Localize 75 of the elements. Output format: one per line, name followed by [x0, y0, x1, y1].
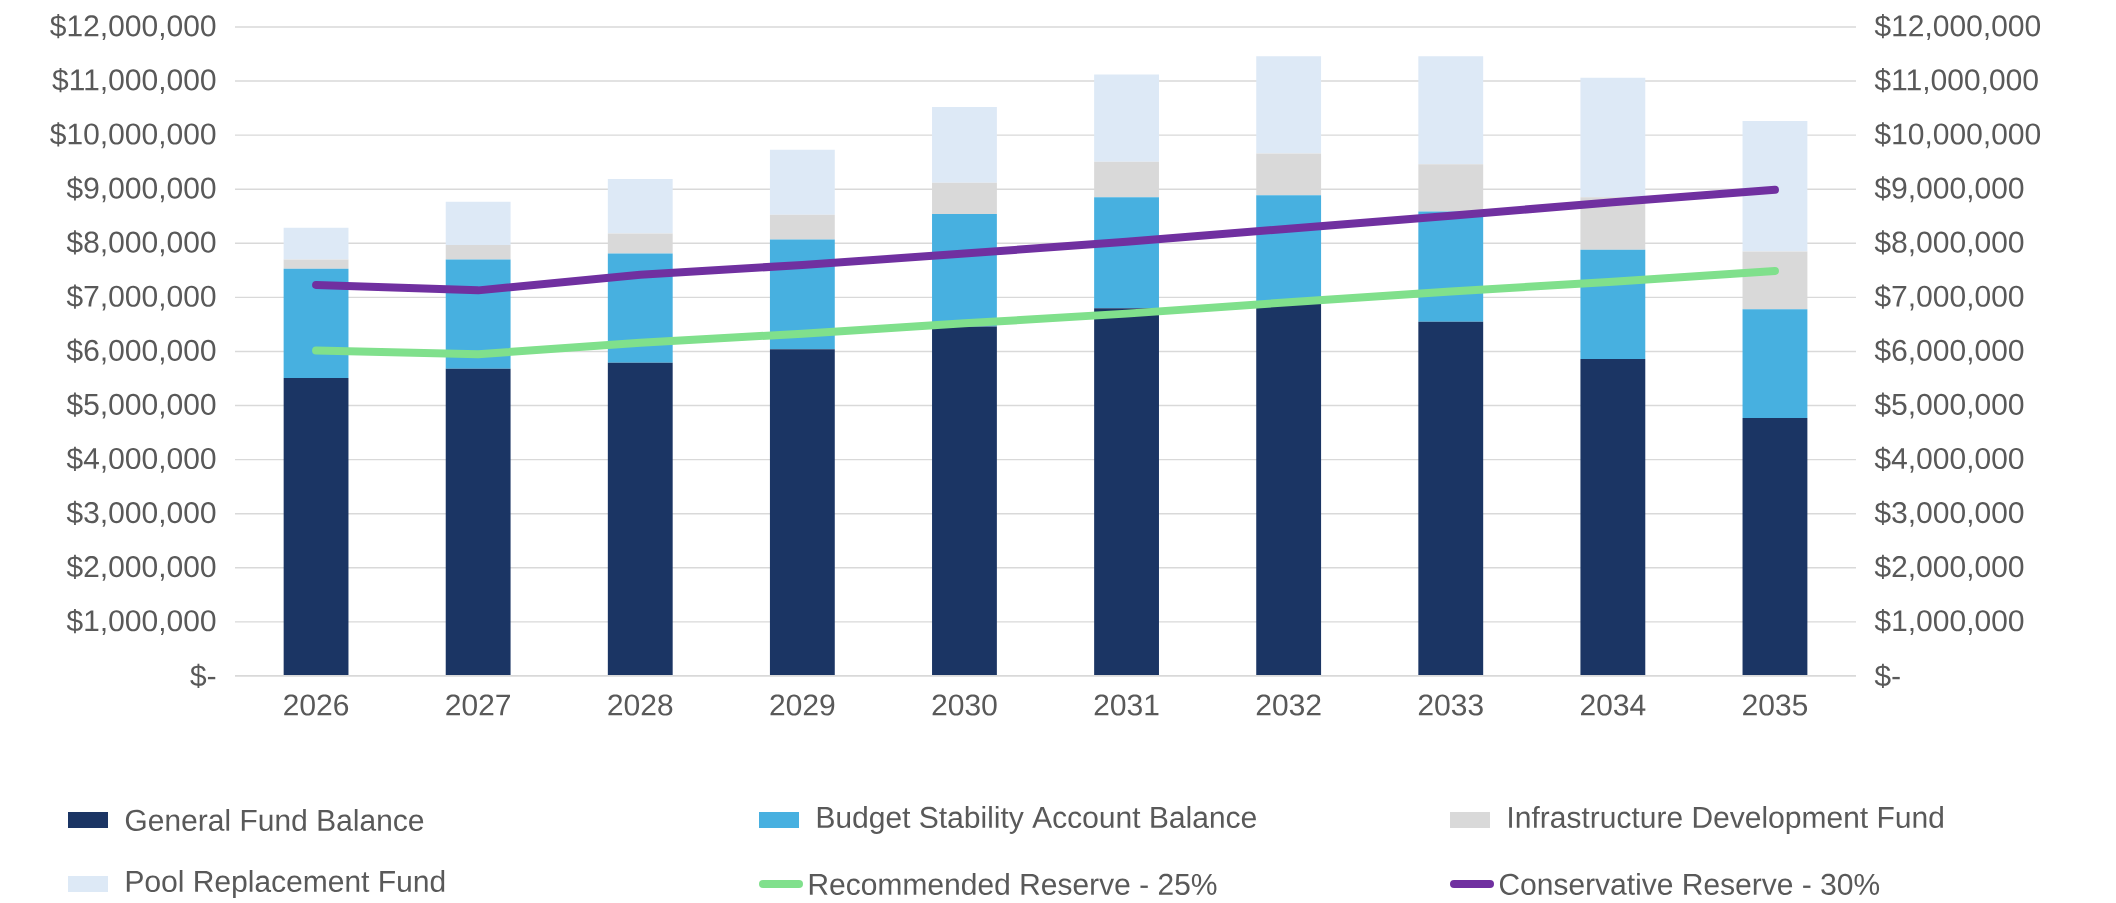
y2-tick-label: $7,000,000	[1874, 284, 2024, 311]
bar	[1256, 303, 1322, 676]
y2-tick-label: $-	[1874, 663, 1900, 689]
bar	[445, 368, 511, 676]
bar	[1580, 77, 1646, 198]
legend-label: Conservative Reserve - 30%	[1499, 872, 1880, 895]
x-tick-label: 2030	[932, 694, 997, 716]
bar	[1742, 418, 1808, 676]
bar	[769, 149, 835, 215]
y2-tick-label: $5,000,000	[1874, 392, 2024, 419]
y-tick-label: $6,000,000	[66, 338, 216, 365]
bar	[1256, 153, 1322, 196]
legend-label: Budget Stability Account Balance	[817, 806, 1256, 834]
bar	[283, 259, 349, 269]
x-tick-label: 2034	[1581, 694, 1646, 716]
y-tick-label: $5,000,000	[66, 392, 216, 419]
y2-tick-label: $3,000,000	[1874, 500, 2024, 527]
bar	[1418, 56, 1484, 165]
y-tick-label: $12,000,000	[50, 13, 216, 40]
y2-tick-label: $11,000,000	[1874, 68, 2038, 95]
y-tick-label: $10,000,000	[50, 122, 216, 149]
bar	[1580, 359, 1646, 676]
y-tick-label: $1,000,000	[66, 608, 216, 635]
y-tick-label: $-	[190, 663, 216, 689]
y2-tick-label: $1,000,000	[1874, 608, 2024, 635]
y2-tick-label: $6,000,000	[1874, 338, 2024, 365]
bar	[769, 349, 835, 676]
y-tick-label: $2,000,000	[66, 554, 216, 581]
bar	[445, 201, 511, 245]
y-tick-label: $4,000,000	[66, 446, 216, 473]
y2-tick-label: $2,000,000	[1874, 554, 2024, 581]
y2-tick-label: $12,000,000	[1874, 13, 2041, 40]
y-tick-label: $11,000,000	[52, 68, 216, 95]
bar	[445, 244, 511, 260]
y2-tick-label: $10,000,000	[1874, 122, 2041, 149]
legend-label: Pool Replacement Fund	[126, 870, 445, 898]
y-tick-label: $8,000,000	[66, 230, 216, 257]
bar	[283, 377, 349, 676]
y2-tick-label: $8,000,000	[1874, 230, 2024, 257]
bar	[1742, 121, 1808, 252]
bar	[607, 362, 673, 676]
y2-tick-label: $9,000,000	[1874, 176, 2024, 203]
y-tick-label: $3,000,000	[66, 500, 216, 527]
bar	[932, 326, 997, 676]
legend-label: General Fund Balance	[125, 808, 424, 831]
bar	[932, 182, 997, 215]
x-tick-label: 2031	[1094, 694, 1159, 716]
bar	[1418, 321, 1484, 676]
bar	[1418, 164, 1484, 212]
x-tick-label: 2032	[1256, 694, 1321, 716]
legend-label: Infrastructure Development Fund	[1509, 806, 1943, 834]
legend-label: Recommended Reserve - 25%	[809, 872, 1217, 895]
bar	[1256, 56, 1322, 154]
bar	[1094, 161, 1159, 198]
bar	[1094, 74, 1159, 162]
x-tick-label: 2033	[1418, 694, 1483, 716]
x-tick-label: 2029	[770, 694, 835, 716]
bar	[607, 178, 673, 234]
y-tick-label: $9,000,000	[66, 176, 216, 203]
x-tick-label: 2035	[1743, 694, 1808, 716]
bar	[283, 268, 349, 378]
bar	[1742, 251, 1808, 310]
bar	[283, 227, 349, 260]
y2-tick-label: $4,000,000	[1874, 446, 2024, 473]
bar	[1094, 308, 1159, 676]
bar	[769, 214, 835, 240]
x-tick-label: 2027	[446, 694, 511, 716]
bar	[607, 233, 673, 254]
bar	[1094, 197, 1159, 309]
bar	[932, 107, 997, 183]
bar	[1580, 249, 1646, 360]
x-tick-label: 2026	[284, 694, 349, 716]
x-tick-label: 2028	[608, 694, 673, 716]
y-tick-label: $7,000,000	[66, 284, 216, 311]
bar	[1742, 309, 1808, 419]
